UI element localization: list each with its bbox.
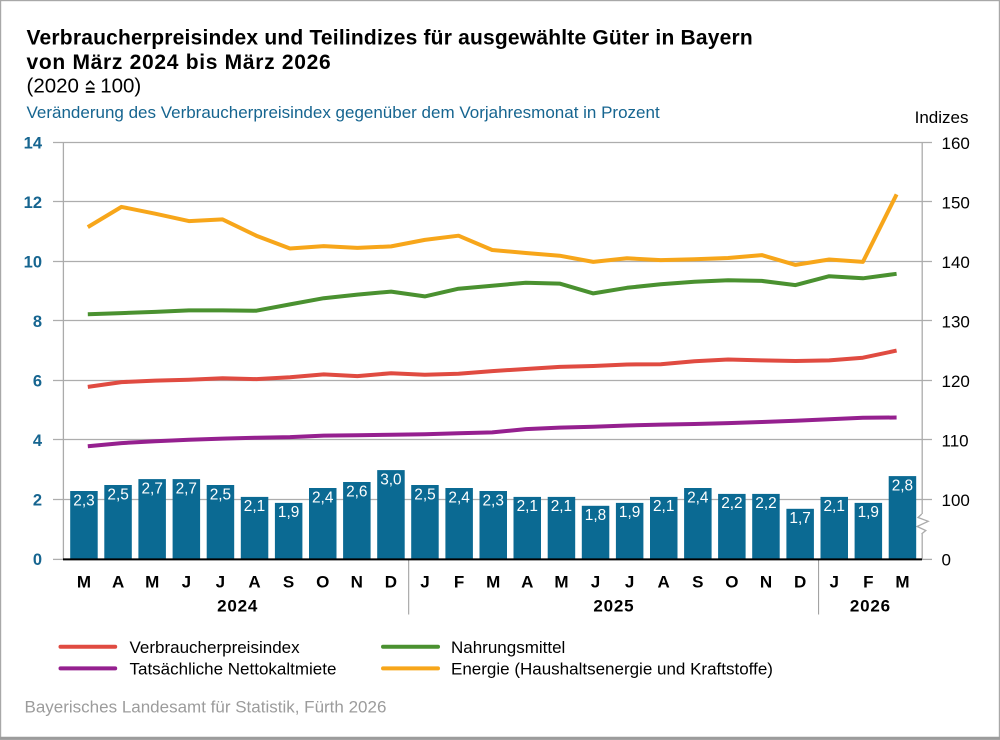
svg-text:2,4: 2,4 — [448, 489, 470, 506]
svg-text:J: J — [420, 573, 429, 592]
svg-text:2,5: 2,5 — [107, 486, 128, 503]
svg-text:(2020: (2020 — [27, 74, 79, 97]
svg-text:A: A — [248, 573, 260, 592]
svg-text:2,8: 2,8 — [892, 477, 913, 494]
svg-text:N: N — [351, 573, 363, 592]
svg-text:O: O — [725, 573, 738, 592]
svg-text:J: J — [591, 573, 600, 592]
svg-text:D: D — [794, 573, 806, 592]
svg-text:N: N — [760, 573, 772, 592]
svg-text:von März 2024 bis März 2026: von März 2024 bis März 2026 — [27, 51, 332, 74]
svg-text:6: 6 — [33, 373, 42, 391]
svg-text:1,9: 1,9 — [278, 504, 299, 521]
svg-text:100: 100 — [942, 491, 970, 510]
svg-text:0: 0 — [33, 551, 42, 569]
svg-text:M: M — [486, 573, 500, 592]
svg-text:12: 12 — [24, 194, 42, 212]
svg-text:F: F — [454, 573, 464, 592]
svg-text:M: M — [77, 573, 91, 592]
svg-text:2,5: 2,5 — [414, 486, 435, 503]
svg-text:0: 0 — [942, 550, 951, 569]
svg-text:4: 4 — [33, 432, 43, 450]
svg-text:Energie (Haushaltsenergie und: Energie (Haushaltsenergie und Kraftstoff… — [451, 660, 773, 679]
svg-text:Verbraucherpreisindex: Verbraucherpreisindex — [130, 638, 301, 657]
svg-text:O: O — [316, 573, 329, 592]
svg-text:2: 2 — [33, 492, 42, 510]
svg-text:2,1: 2,1 — [517, 498, 538, 515]
svg-text:2,1: 2,1 — [653, 498, 674, 515]
svg-text:M: M — [554, 573, 568, 592]
svg-text:M: M — [145, 573, 159, 592]
svg-text:J: J — [216, 573, 225, 592]
svg-text:2,7: 2,7 — [176, 480, 197, 497]
svg-text:2,4: 2,4 — [312, 489, 334, 506]
svg-text:J: J — [182, 573, 191, 592]
svg-text:2,2: 2,2 — [755, 495, 776, 512]
svg-text:2025: 2025 — [593, 597, 634, 616]
svg-text:Nahrungsmittel: Nahrungsmittel — [451, 638, 565, 657]
svg-text:2,6: 2,6 — [346, 483, 367, 500]
svg-text:2,3: 2,3 — [482, 492, 503, 509]
svg-text:2,5: 2,5 — [210, 486, 231, 503]
svg-text:D: D — [385, 573, 397, 592]
svg-text:10: 10 — [24, 254, 42, 272]
svg-text:2,3: 2,3 — [73, 492, 94, 509]
svg-text:1,9: 1,9 — [858, 504, 879, 521]
svg-text:Indizes: Indizes — [915, 108, 969, 127]
svg-text:Veränderung des Verbraucherpre: Veränderung des Verbraucherpreisindex ge… — [27, 103, 660, 122]
svg-text:A: A — [112, 573, 124, 592]
svg-text:120: 120 — [942, 372, 970, 391]
svg-text:2,1: 2,1 — [823, 498, 844, 515]
svg-text:8: 8 — [33, 313, 42, 331]
svg-text:S: S — [283, 573, 294, 592]
svg-text:A: A — [521, 573, 533, 592]
svg-text:Verbraucherpreisindex und Teil: Verbraucherpreisindex und Teilindizes fü… — [27, 26, 753, 49]
svg-text:Bayerisches Landesamt für Stat: Bayerisches Landesamt für Statistik, Für… — [25, 698, 387, 717]
svg-text:14: 14 — [24, 135, 43, 153]
svg-text:2,2: 2,2 — [721, 495, 742, 512]
svg-text:2,1: 2,1 — [551, 498, 572, 515]
svg-text:130: 130 — [942, 312, 970, 331]
svg-text:S: S — [692, 573, 703, 592]
svg-text:1,8: 1,8 — [585, 507, 606, 524]
svg-text:2,7: 2,7 — [141, 480, 162, 497]
svg-text:2,4: 2,4 — [687, 489, 709, 506]
svg-text:F: F — [863, 573, 873, 592]
svg-text:J: J — [829, 573, 838, 592]
svg-text:150: 150 — [942, 193, 970, 212]
svg-text:A: A — [658, 573, 670, 592]
svg-text:3,0: 3,0 — [380, 471, 401, 488]
svg-text:2024: 2024 — [217, 597, 258, 616]
svg-text:2,1: 2,1 — [244, 498, 265, 515]
svg-text:110: 110 — [942, 431, 969, 450]
svg-text:100): 100) — [100, 74, 141, 97]
svg-text:J: J — [625, 573, 634, 592]
svg-text:1,9: 1,9 — [619, 504, 640, 521]
svg-text:1,7: 1,7 — [789, 510, 810, 527]
svg-text:140: 140 — [942, 253, 970, 272]
svg-text:2026: 2026 — [850, 597, 891, 616]
svg-text:160: 160 — [942, 134, 970, 153]
svg-text:Tatsächliche Nettokaltmiete: Tatsächliche Nettokaltmiete — [130, 660, 337, 679]
svg-text:M: M — [895, 573, 909, 592]
